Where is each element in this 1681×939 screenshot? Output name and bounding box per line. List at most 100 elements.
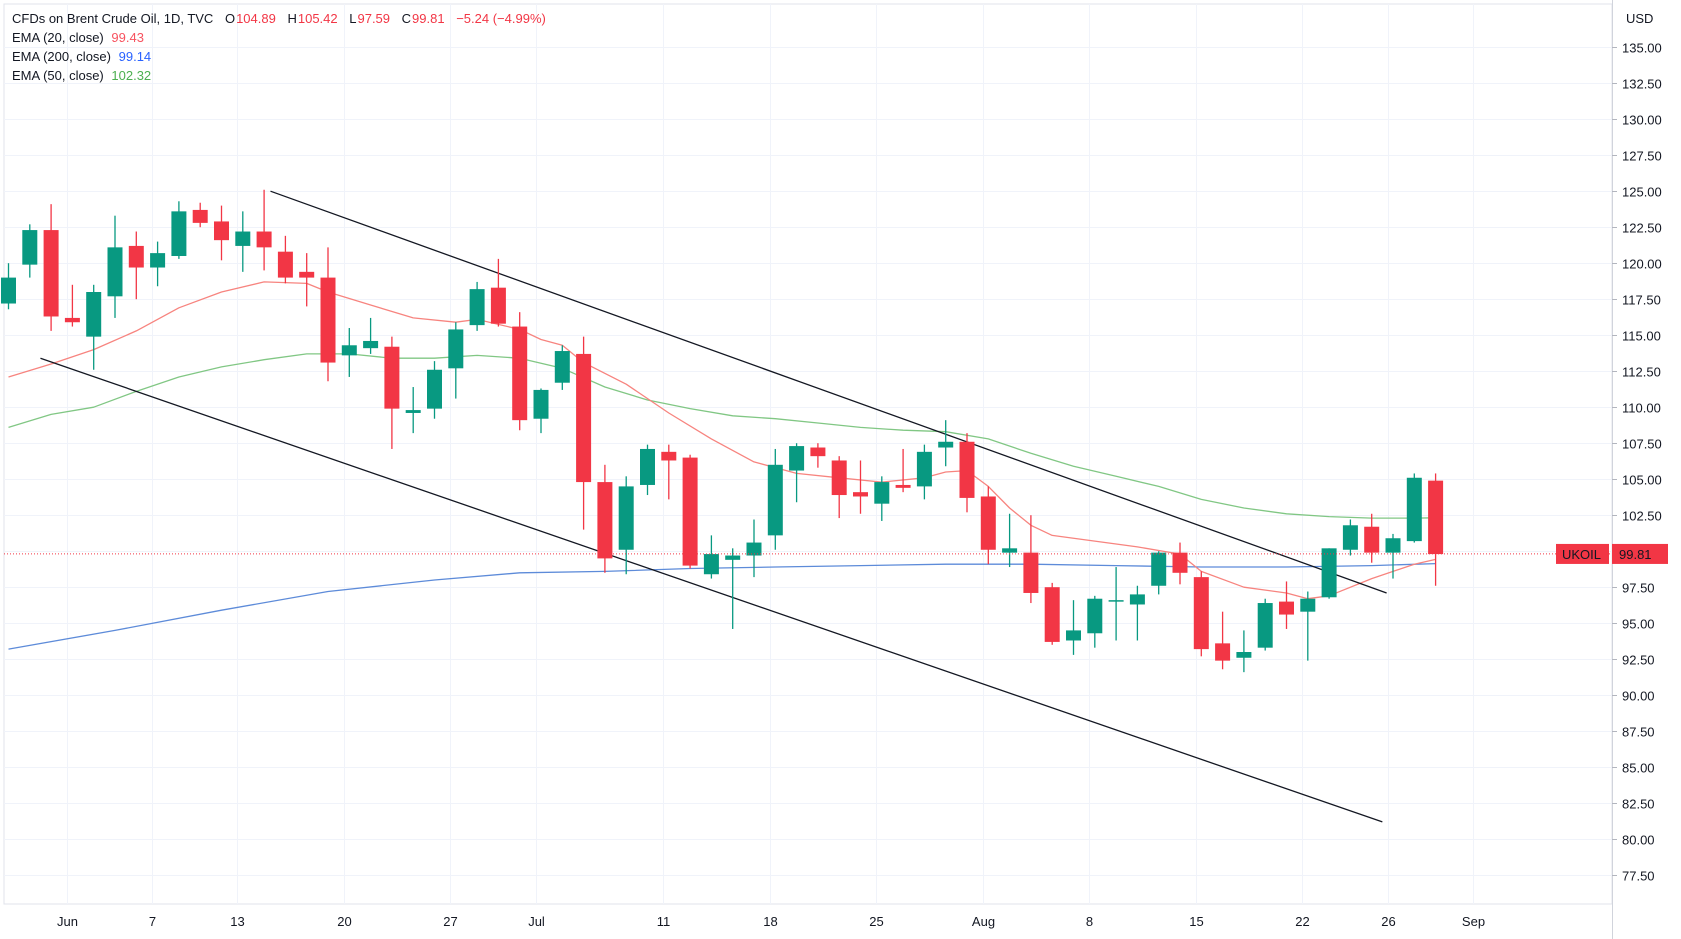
candle-up — [1385, 533, 1401, 579]
close-value: 99.81 — [412, 11, 445, 26]
y-tick-label: 127.50 — [1622, 149, 1662, 164]
candle-body — [576, 353, 592, 483]
candle-body — [235, 231, 251, 246]
x-tick-label: Sep — [1462, 914, 1485, 929]
candle-down — [192, 202, 208, 228]
price-axis[interactable]: 77.50 80.00 82.50 85.00 87.50 90.00 92.50 95.00… — [1612, 41, 1662, 884]
plot-border — [3, 3, 1613, 905]
x-tick-label: 8 — [1086, 914, 1093, 929]
candle-body — [1044, 587, 1060, 642]
candle-body — [533, 389, 549, 419]
candle-body — [320, 277, 336, 363]
candle-body — [682, 457, 698, 566]
candle-up — [1342, 519, 1358, 556]
candle-up — [107, 215, 123, 318]
y-tick-label: 110.00 — [1622, 401, 1661, 416]
candle-body — [1023, 552, 1039, 593]
candle-up — [1087, 595, 1103, 648]
candle-up — [1, 263, 16, 310]
close-key: C — [401, 11, 412, 26]
candle-down — [853, 460, 868, 514]
indicator-ema200[interactable]: EMA (200, close) 99.14 — [12, 47, 554, 66]
indicator-value: 99.14 — [118, 49, 152, 64]
trendline — [270, 190, 1387, 594]
candle-up — [86, 284, 102, 370]
candle-body — [1193, 577, 1209, 650]
candle-body — [1002, 548, 1018, 553]
candle-up — [1300, 591, 1316, 661]
candle-body — [128, 245, 144, 268]
candle-body — [554, 351, 570, 383]
open-value: 104.89 — [236, 11, 276, 26]
candle-body — [938, 441, 954, 448]
y-tick-label: 85.00 — [1622, 761, 1655, 776]
candle-up — [22, 224, 38, 278]
candle-body — [1364, 526, 1380, 553]
candle-up — [767, 448, 783, 550]
candle-body — [959, 441, 975, 498]
x-tick-label: Aug — [972, 914, 995, 929]
badge-price: 99.81 — [1619, 547, 1652, 562]
candle-down — [1279, 581, 1294, 629]
candle-body — [746, 542, 762, 556]
ema200-line — [8, 562, 1436, 650]
time-axis[interactable]: Jun 7 13 20 27 Jul 11 18 25 Aug 8 15 22 26 Sep — [57, 914, 1485, 929]
open-key: O — [224, 11, 236, 26]
x-tick-label: 25 — [869, 914, 883, 929]
y-tick-label: 135.00 — [1622, 41, 1662, 56]
y-tick-label: 107.50 — [1622, 437, 1662, 452]
candle-body — [150, 253, 166, 268]
symbol-row: CFDs on Brent Crude Oil, 1D, TVC O104.89… — [12, 9, 554, 28]
high-value: 105.42 — [297, 11, 338, 26]
candle-body — [512, 326, 528, 421]
candle-body — [703, 554, 719, 575]
low-value: 97.59 — [357, 11, 391, 26]
candle-up — [938, 420, 954, 467]
candle-body — [853, 492, 868, 497]
candle-body — [86, 292, 102, 337]
candle-up — [1002, 513, 1018, 568]
change-value: −5.24 (−4.99%) — [456, 11, 546, 26]
candle-up — [618, 476, 634, 575]
x-tick-label: 15 — [1189, 914, 1203, 929]
candle-body — [895, 484, 911, 488]
candle-down — [299, 253, 315, 307]
candle-down — [810, 443, 826, 468]
y-tick-label: 130.00 — [1622, 113, 1662, 128]
badge-symbol: UKOIL — [1562, 547, 1601, 562]
x-tick-label: 18 — [763, 914, 777, 929]
indicator-ema20[interactable]: EMA (20, close) 99.43 — [12, 28, 554, 47]
candle-body — [448, 329, 464, 369]
candle-up — [427, 361, 442, 419]
y-tick-label: 132.50 — [1622, 77, 1662, 92]
candle-up — [640, 444, 655, 496]
y-tick-label: 90.00 — [1622, 689, 1655, 704]
y-tick-label: 120.00 — [1622, 257, 1662, 272]
candle-down — [661, 444, 677, 500]
candle-body — [299, 271, 315, 278]
y-tick-label: 92.50 — [1622, 653, 1655, 668]
candle-up — [469, 281, 485, 331]
candle-body — [1151, 552, 1167, 586]
low-key: L — [349, 11, 357, 26]
candle-down — [1428, 473, 1444, 586]
candle-body — [363, 340, 379, 349]
candle-body — [1342, 525, 1358, 550]
trendline — [40, 357, 1383, 823]
candle-body — [916, 451, 932, 487]
candle-up — [363, 317, 379, 354]
candle-body — [1300, 598, 1316, 612]
indicator-ema50[interactable]: EMA (50, close) 102.32 — [12, 66, 554, 85]
candle-body — [1279, 601, 1294, 615]
candle-body — [43, 230, 59, 317]
candle-body — [874, 482, 890, 504]
candle-up — [746, 519, 762, 578]
candle-body — [427, 369, 442, 409]
candle-down — [64, 284, 80, 327]
candle-up — [235, 211, 251, 272]
candle-up — [405, 387, 421, 434]
candle-body — [1172, 552, 1188, 573]
candle-down — [490, 258, 506, 327]
candle-body — [1087, 598, 1103, 634]
